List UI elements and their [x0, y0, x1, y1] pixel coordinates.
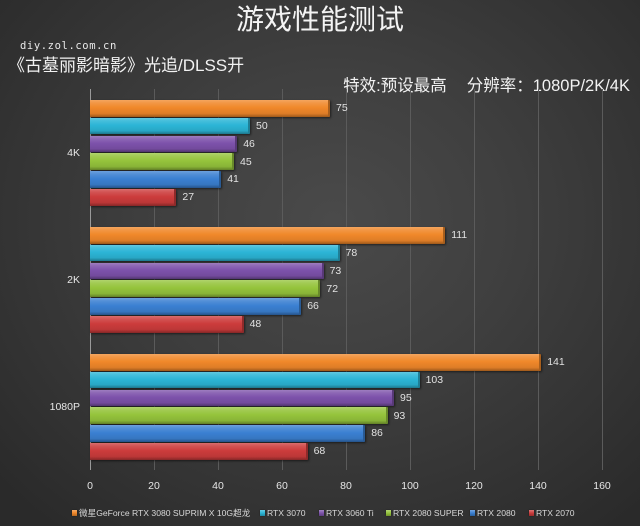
legend-label: RTX 2080 SUPER [393, 508, 464, 518]
legend-swatch-icon [386, 510, 391, 516]
bar-2k-series-1 [90, 244, 340, 262]
gridline [602, 89, 603, 470]
gridline [474, 89, 475, 470]
bar-2k-series-3 [90, 280, 321, 297]
legend-label: 微星GeForce RTX 3080 SUPRIM X 10G超龙 [79, 508, 251, 518]
bar-2k-series-0 [90, 227, 446, 244]
data-label: 50 [256, 120, 268, 133]
data-label: 111 [451, 229, 468, 242]
bar-1080p-series-5 [90, 443, 308, 460]
x-tick-label: 40 [212, 480, 224, 492]
legend-label: RTX 2070 [536, 508, 575, 518]
legend-swatch-icon [260, 510, 265, 516]
x-tick-label: 160 [593, 480, 611, 492]
bar-4k-series-1 [90, 117, 250, 135]
bar-4k-series-0 [90, 100, 330, 117]
bar-1080p-series-1 [90, 371, 420, 389]
chart-title: 游戏性能测试 [235, 4, 404, 35]
legend-item[interactable]: RTX 3060 Ti [319, 507, 374, 519]
category-label: 1080P [49, 400, 80, 413]
legend-swatch-icon [529, 510, 534, 516]
legend-item[interactable]: RTX 2070 [529, 507, 575, 519]
x-tick-label: 60 [276, 480, 288, 492]
bar-4k-series-4 [90, 171, 222, 188]
resolution-setting: 分辨率：1080P/2K/4K [466, 77, 630, 95]
gridline [410, 89, 411, 470]
data-label: 72 [326, 282, 339, 295]
data-label: 66 [307, 300, 319, 313]
bar-2k-series-4 [90, 298, 302, 315]
data-label: 68 [313, 445, 326, 458]
legend-item[interactable]: 微星GeForce RTX 3080 SUPRIM X 10G超龙 [72, 507, 250, 519]
x-tick-label: 0 [87, 480, 93, 492]
bar-4k-series-2 [90, 135, 238, 153]
data-label: 45 [240, 155, 252, 168]
data-label: 48 [249, 318, 262, 331]
gridline [154, 89, 155, 470]
data-label: 95 [400, 391, 412, 404]
legend-label: RTX 3070 [267, 508, 306, 518]
bar-2k-series-5 [90, 316, 244, 333]
bar-1080p-series-4 [90, 425, 366, 442]
category-label: 4K [67, 146, 80, 159]
plot-area: 75 50 46 45 41 27 111 78 73 72 66 48 141 103 95 93 86 68 [90, 89, 603, 470]
bar-2k-series-2 [90, 262, 324, 280]
x-tick-label: 140 [529, 480, 547, 492]
bar-4k-series-3 [90, 153, 234, 170]
bar-1080p-series-0 [90, 354, 542, 371]
gridline [282, 89, 283, 470]
data-label: 86 [371, 427, 383, 440]
effects-setting: 特效:预设最高 [343, 77, 447, 95]
x-tick-label: 100 [401, 480, 419, 492]
y-axis-line [90, 89, 91, 470]
legend-item[interactable]: RTX 3070 [260, 507, 306, 519]
source-watermark: diy.zol.com.cn [20, 40, 117, 52]
legend-item[interactable]: RTX 2080 [470, 507, 516, 519]
gridline [538, 89, 539, 470]
game-info: 《古墓丽影暗影》光追/DLSS开 [8, 56, 245, 75]
bar-1080p-series-2 [90, 389, 394, 407]
category-label: 2K [67, 273, 80, 286]
legend-label: RTX 3060 Ti [326, 508, 374, 518]
test-settings: 特效:预设最高 分辨率：1080P/2K/4K [334, 56, 630, 96]
data-label: 141 [547, 356, 565, 369]
data-label: 73 [329, 264, 342, 277]
legend-swatch-icon [470, 510, 475, 516]
bar-1080p-series-3 [90, 407, 388, 424]
x-tick-label: 80 [340, 480, 352, 492]
legend-swatch-icon [319, 510, 324, 516]
data-label: 93 [393, 409, 406, 422]
bar-4k-series-5 [90, 189, 177, 206]
data-label: 103 [425, 374, 444, 387]
data-label: 75 [336, 102, 348, 115]
gridline [346, 89, 347, 470]
x-tick-label: 120 [465, 480, 483, 492]
gridline [218, 89, 219, 470]
data-label: 78 [345, 247, 358, 260]
x-tick-label: 20 [148, 480, 160, 492]
legend-label: RTX 2080 [477, 508, 516, 518]
legend-item[interactable]: RTX 2080 SUPER [386, 507, 464, 519]
data-label: 41 [227, 173, 239, 186]
legend-swatch-icon [72, 510, 77, 516]
data-label: 46 [243, 137, 255, 150]
data-label: 27 [182, 191, 195, 204]
